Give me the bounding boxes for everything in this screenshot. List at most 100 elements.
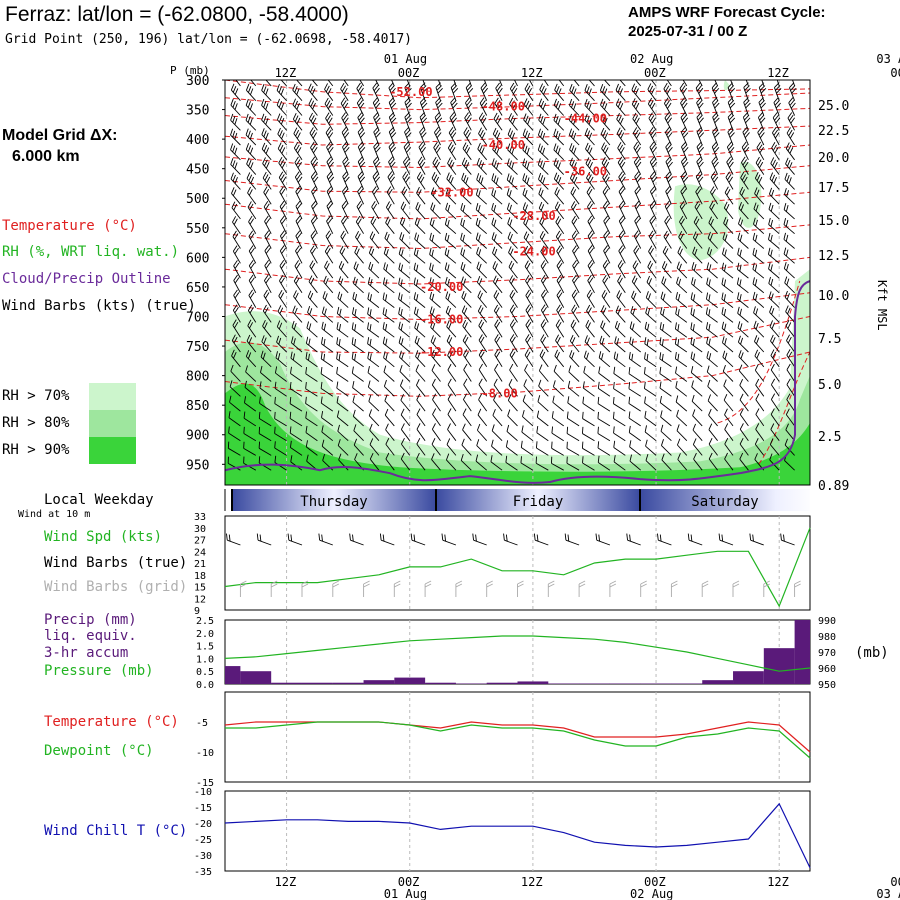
- wind-barb: [628, 425, 641, 442]
- wind-barb: [353, 424, 364, 442]
- wind-barb: [555, 216, 565, 234]
- wind-barb: [571, 230, 580, 249]
- wind-barb: [230, 98, 241, 116]
- wind-barb: [320, 352, 334, 368]
- wind-barb: [540, 260, 549, 279]
- precip-bar: [794, 620, 810, 684]
- wind-barb: [476, 275, 488, 294]
- wind-barb: [247, 201, 257, 220]
- wind-barb: [524, 349, 534, 368]
- wind-barb: [743, 97, 751, 116]
- wind-barb: [690, 366, 703, 382]
- wind-barb: [305, 367, 318, 382]
- wind-barb: [338, 276, 349, 294]
- temperature-contour: [225, 256, 810, 285]
- wind-barb: [614, 320, 626, 338]
- wind-barb: [276, 83, 287, 102]
- wind-barb: [307, 290, 318, 308]
- wind-barb: [447, 142, 457, 161]
- wind-barb: [768, 187, 780, 205]
- wind-barb: [492, 143, 503, 161]
- wind-speed-line: [224, 527, 811, 608]
- wind-barb: [597, 411, 611, 427]
- wind-barb: [261, 142, 272, 161]
- wind-barb: [462, 423, 472, 441]
- wind-barb: [768, 291, 780, 308]
- wind-barb: [382, 277, 395, 294]
- wind-barb: [690, 292, 703, 308]
- wind-barb: [522, 202, 534, 220]
- wind-barb: [723, 379, 734, 397]
- wind-barb: [726, 141, 735, 160]
- wind-barb: [258, 441, 272, 456]
- wind-barb: [466, 80, 472, 87]
- wind-barb: [243, 426, 257, 442]
- wind-barb: [325, 230, 334, 249]
- wind-barb: [262, 319, 272, 338]
- wind-barb: [353, 438, 364, 456]
- rh-70-upper-region: [673, 184, 729, 261]
- wind-barb: [634, 171, 642, 190]
- wind-barb: [279, 260, 287, 279]
- wind-barb: [352, 380, 364, 397]
- wind-barb: [783, 217, 795, 235]
- wind-speed-tick: 33: [194, 512, 206, 523]
- wind-barb: [645, 453, 657, 471]
- wind-barb: [569, 80, 580, 87]
- wind-barb: [233, 289, 241, 308]
- wind-barb: [248, 274, 257, 294]
- temperature-contour: [225, 107, 810, 125]
- wind-barb: [509, 275, 518, 294]
- wind-barb: [523, 379, 534, 397]
- wind-barb: [276, 113, 287, 131]
- wind-barb: [711, 80, 719, 87]
- wind-barb: [478, 112, 488, 131]
- wind-barb: [337, 439, 349, 456]
- wind-barb: [694, 201, 703, 220]
- wind-barb: [446, 172, 457, 190]
- wind-barb: [554, 349, 565, 368]
- wind-barb: [494, 363, 503, 382]
- wind-barb: [367, 380, 380, 397]
- wind-barb: [628, 367, 641, 382]
- wind-barb: [340, 82, 349, 101]
- wind-barb: [307, 305, 318, 323]
- wind-barb: [478, 378, 488, 397]
- wind-barb: [769, 172, 780, 190]
- wind-barb: [506, 188, 518, 205]
- wind-barb: [367, 292, 380, 308]
- wind-barb: [445, 305, 457, 323]
- wind-barb: [385, 201, 395, 220]
- wind-barb: [786, 393, 795, 412]
- wind-barb: [367, 277, 380, 294]
- wind-barb: [404, 111, 412, 131]
- wind-barb: [401, 186, 411, 205]
- precip-bar: [394, 677, 426, 684]
- wind-barb: [309, 260, 318, 279]
- wind-barb: [506, 202, 518, 220]
- wind-barb: [462, 319, 472, 338]
- wind-barb: [631, 80, 642, 87]
- wind-barb: [403, 156, 411, 175]
- wind-barb: [665, 141, 673, 160]
- wind-barb: [523, 113, 534, 131]
- wind-barb: [649, 200, 657, 220]
- surface-wind-barb: [595, 533, 611, 546]
- wind-barb: [553, 157, 565, 175]
- bottom-date-label: 01 Aug: [384, 887, 427, 900]
- wind-barb: [644, 337, 657, 353]
- wind-barb: [769, 305, 780, 323]
- wind-barb: [491, 173, 503, 190]
- wind-barb: [403, 141, 412, 160]
- wind-barb: [371, 201, 380, 220]
- wind-barb: [232, 245, 241, 264]
- grid-wind-barb: [578, 580, 586, 597]
- pressure-tick-label: 750: [186, 340, 209, 355]
- wind-barb: [321, 425, 334, 442]
- wind-barb: [758, 97, 766, 116]
- wind-barb: [785, 142, 795, 161]
- rh-80-region: [225, 342, 810, 485]
- wind-barb: [451, 80, 457, 87]
- temperature-tick: -10: [196, 748, 214, 759]
